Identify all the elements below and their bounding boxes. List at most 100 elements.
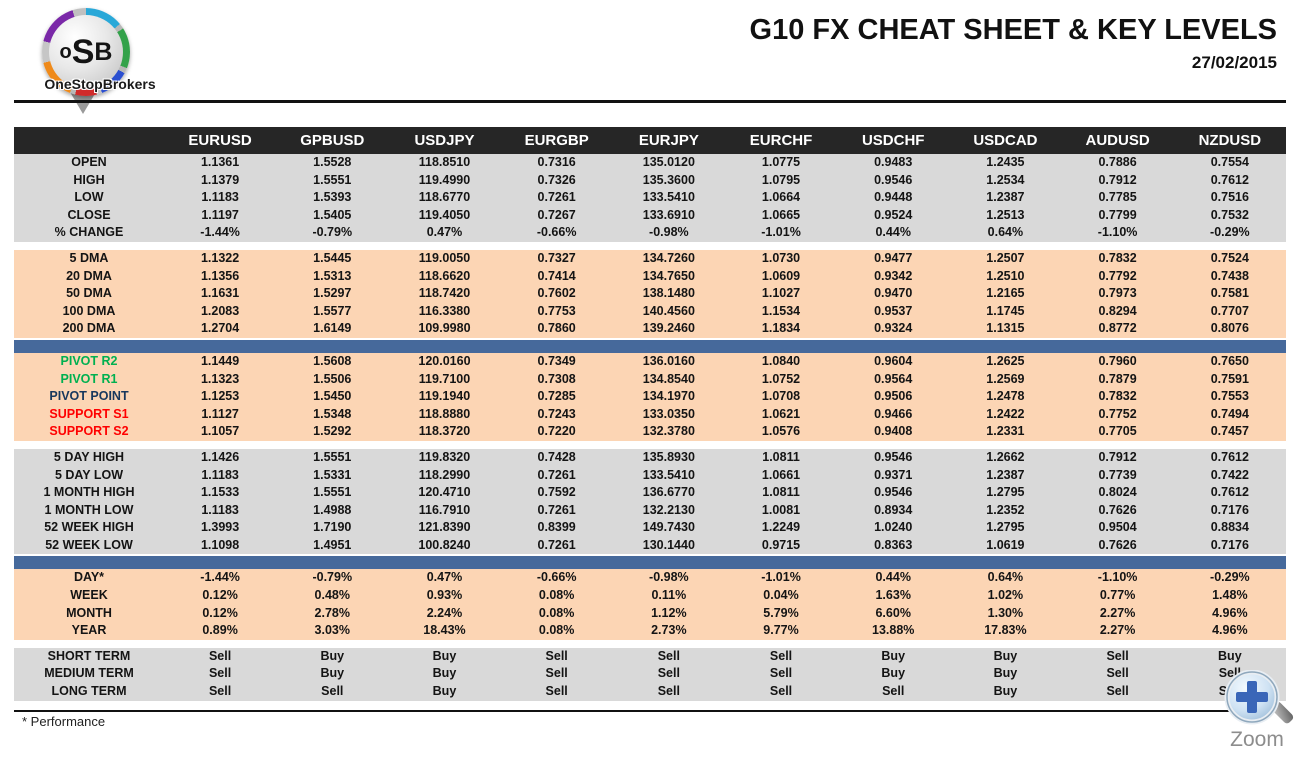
table-row: YEAR 0.89% 3.03% 18.43% 0.08% 2.73% 9.77% 13.88…: [14, 622, 1286, 640]
value-cell: Sell: [612, 665, 725, 684]
value-cell: 1.5551: [276, 484, 389, 502]
row-label: 52 WEEK HIGH: [14, 519, 164, 537]
value-cell: 0.7973: [1061, 285, 1174, 303]
value-cell: 119.1940: [388, 388, 501, 406]
value-cell: 135.8930: [612, 448, 725, 467]
value-cell: 118.7420: [388, 285, 501, 303]
value-cell: Sell: [500, 647, 613, 666]
row-label: 20 DMA: [14, 267, 164, 286]
value-cell: 1.0664: [724, 189, 838, 207]
value-cell: 1.0621: [724, 405, 838, 424]
value-cell: 1.0708: [724, 388, 838, 406]
row-label: YEAR: [14, 622, 164, 640]
value-cell: 0.44%: [837, 569, 950, 588]
value-cell: -0.66%: [500, 569, 613, 588]
value-cell: 0.9715: [724, 536, 838, 556]
value-cell: 1.2478: [949, 388, 1062, 406]
page-title: G10 FX CHEAT SHEET & KEY LEVELS: [749, 14, 1277, 46]
zoom-button-label: Zoom: [1230, 728, 1284, 751]
value-cell: 1.0576: [724, 423, 838, 441]
value-cell: 134.8540: [612, 370, 725, 389]
value-cell: 139.2460: [612, 320, 725, 339]
value-cell: -0.98%: [612, 569, 725, 588]
value-cell: 0.7832: [1061, 249, 1174, 268]
value-cell: 2.73%: [612, 622, 725, 640]
value-cell: 1.1057: [164, 423, 277, 441]
value-cell: 1.2510: [949, 267, 1062, 286]
row-label: 200 DMA: [14, 320, 164, 339]
value-cell: 116.7910: [388, 501, 501, 520]
value-cell: 0.9371: [837, 466, 950, 485]
fx-cheat-sheet-table: EURUSD GPBUSD USDJPY EURGBP EURJPY EURCHF USDC…: [14, 127, 1286, 701]
value-cell: -0.79%: [276, 224, 389, 242]
value-cell: 135.0120: [612, 154, 725, 172]
value-cell: 0.9604: [837, 352, 950, 371]
value-cell: 0.7176: [1173, 536, 1286, 556]
value-cell: 0.7799: [1061, 206, 1174, 225]
value-cell: 132.3780: [612, 423, 725, 441]
column-header-usdchf: USDCHF: [837, 127, 950, 154]
value-cell: 1.5445: [276, 249, 389, 268]
value-cell: 134.7650: [612, 267, 725, 286]
section-gap: [14, 639, 1286, 648]
value-cell: 121.8390: [388, 519, 501, 537]
value-cell: 1.1098: [164, 536, 277, 556]
value-cell: 1.0811: [724, 484, 838, 502]
value-cell: 0.7422: [1173, 466, 1286, 485]
value-cell: 1.02%: [949, 587, 1062, 605]
value-cell: 0.7612: [1173, 171, 1286, 190]
value-cell: 119.0050: [388, 249, 501, 268]
zoom-button[interactable]: Zoom: [1222, 669, 1300, 758]
value-cell: 0.7532: [1173, 206, 1286, 225]
value-cell: 120.4710: [388, 484, 501, 502]
value-cell: 0.7524: [1173, 249, 1286, 268]
row-label: 1 MONTH HIGH: [14, 484, 164, 502]
value-cell: 1.0811: [724, 448, 838, 467]
table-header-row: EURUSD GPBUSD USDJPY EURGBP EURJPY EURCHF USDC…: [14, 127, 1286, 154]
value-cell: 1.1449: [164, 352, 277, 371]
value-cell: 1.5450: [276, 388, 389, 406]
value-cell: 1.0609: [724, 267, 838, 286]
row-label: PIVOT POINT: [14, 388, 164, 406]
logo-pin-tip: [70, 92, 96, 114]
column-header-eurgbp: EURGBP: [500, 127, 613, 154]
section-gap: [14, 440, 1286, 449]
value-cell: 0.7457: [1173, 423, 1286, 441]
value-cell: Sell: [500, 683, 613, 701]
row-label: 50 DMA: [14, 285, 164, 303]
value-cell: 1.2625: [949, 352, 1062, 371]
value-cell: 0.7860: [500, 320, 613, 339]
value-cell: 140.4560: [612, 302, 725, 321]
value-cell: 0.9342: [837, 267, 950, 286]
value-cell: 1.2704: [164, 320, 277, 339]
value-cell: 0.47%: [388, 569, 501, 588]
value-cell: Sell: [1061, 683, 1174, 701]
value-cell: 1.5608: [276, 352, 389, 371]
value-cell: 0.48%: [276, 587, 389, 605]
value-cell: 0.9546: [837, 448, 950, 467]
section-gap: [14, 241, 1286, 250]
value-cell: 1.1183: [164, 466, 277, 485]
value-cell: 1.12%: [612, 604, 725, 623]
value-cell: 1.2795: [949, 484, 1062, 502]
value-cell: 0.7438: [1173, 267, 1286, 286]
value-cell: 149.7430: [612, 519, 725, 537]
value-cell: 0.7612: [1173, 484, 1286, 502]
value-cell: 1.2569: [949, 370, 1062, 389]
value-cell: 1.1197: [164, 206, 277, 225]
value-cell: 109.9980: [388, 320, 501, 339]
table-row: 5 DAY LOW 1.1183 1.5331 118.2990 0.7261 133.5…: [14, 466, 1286, 485]
value-cell: 133.6910: [612, 206, 725, 225]
value-cell: 1.1533: [164, 484, 277, 502]
value-cell: 1.2662: [949, 448, 1062, 467]
value-cell: 0.11%: [612, 587, 725, 605]
value-cell: -0.79%: [276, 569, 389, 588]
value-cell: 118.3720: [388, 423, 501, 441]
value-cell: 0.8294: [1061, 302, 1174, 321]
value-cell: 1.0081: [724, 501, 838, 520]
value-cell: 1.1183: [164, 501, 277, 520]
value-cell: 1.1323: [164, 370, 277, 389]
